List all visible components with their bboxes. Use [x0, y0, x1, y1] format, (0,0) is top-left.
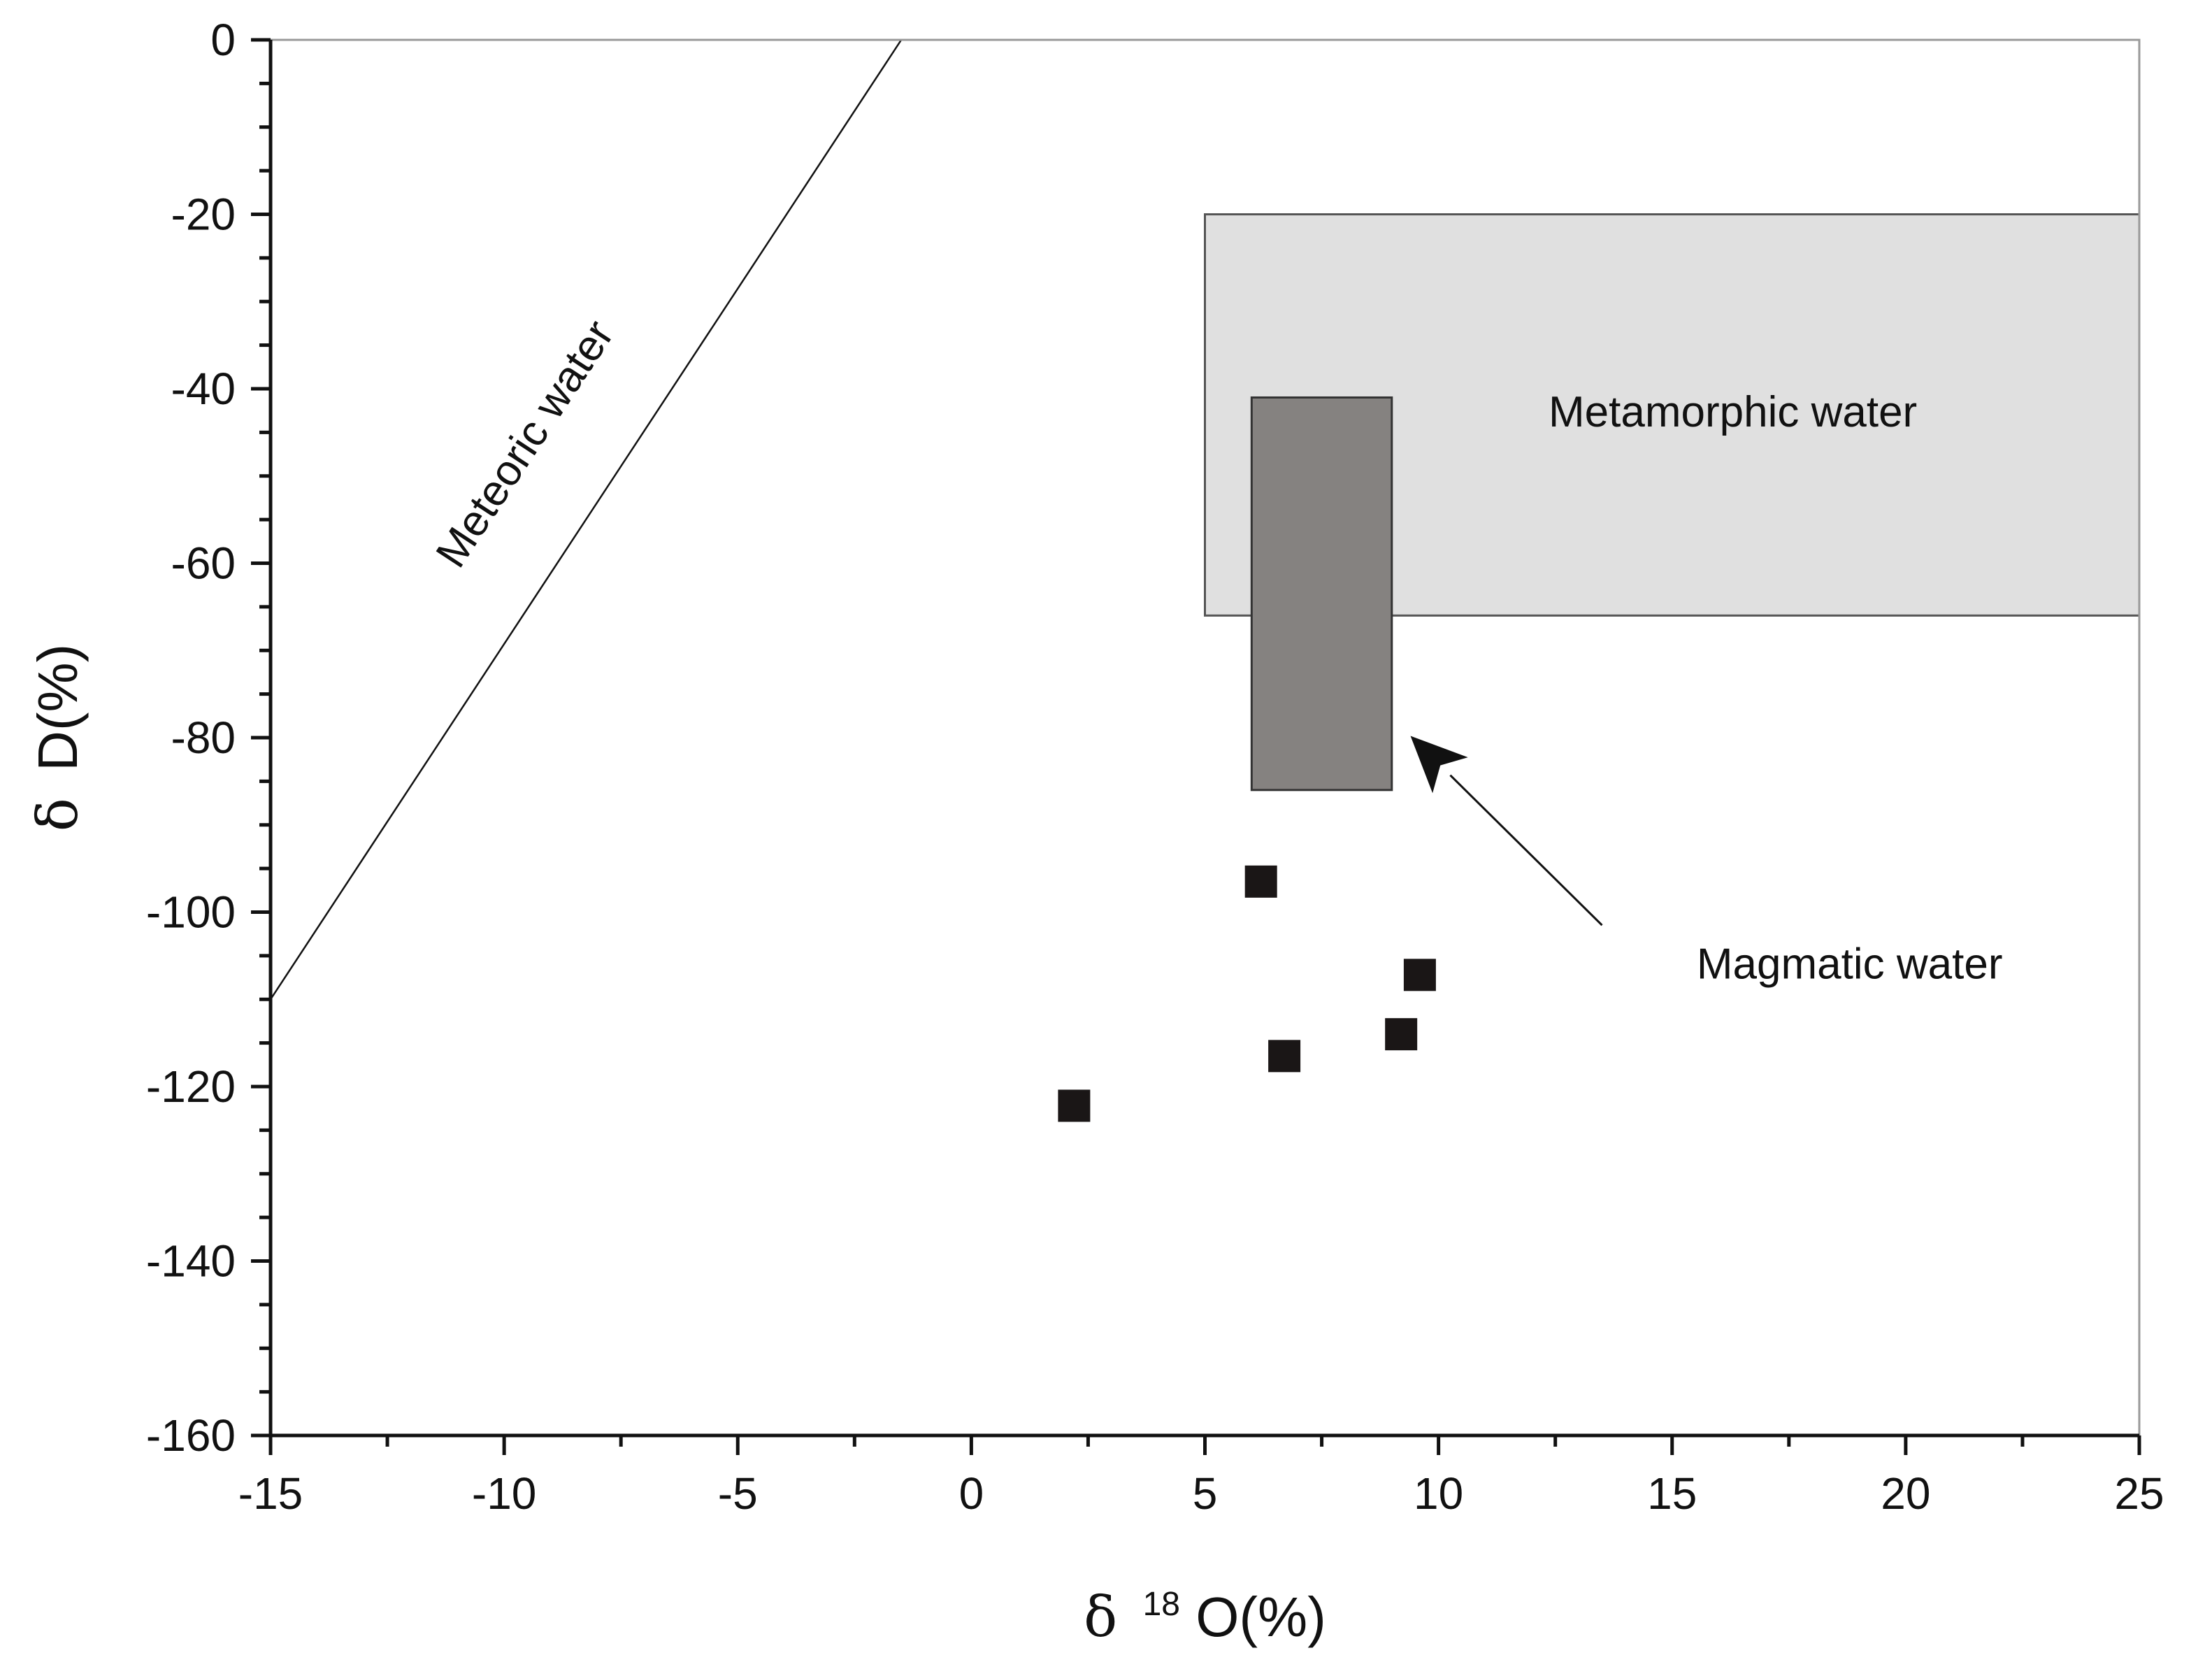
x-tick-label: 5	[1193, 1468, 1218, 1519]
x-axis-title: δ 18 O(%)	[1084, 1565, 1326, 1649]
x-axis-title-text: O(%)	[1195, 1586, 1326, 1648]
y-tick-label: -20	[171, 189, 236, 240]
y-tick-label: -100	[146, 887, 236, 938]
x-axis-title-symbol: δ	[1084, 1584, 1117, 1649]
x-tick-label: 0	[959, 1468, 984, 1519]
magmatic-water-region	[1250, 396, 1393, 792]
sample-point	[1385, 1018, 1418, 1051]
magmatic-water-label: Magmatic water	[1697, 940, 2003, 988]
y-tick-label: -160	[146, 1410, 236, 1461]
y-axis-title: δ D(%)	[25, 644, 90, 832]
x-axis-ticks: -15 -10 -5 0 5 10 15 20 25	[238, 1435, 2164, 1519]
y-axis-title-symbol: δ	[25, 798, 90, 831]
sample-point	[1058, 1089, 1091, 1122]
sample-points	[1058, 865, 1436, 1122]
x-tick-label: 25	[2114, 1468, 2164, 1519]
y-tick-label: -140	[146, 1236, 236, 1287]
y-tick-label: -120	[146, 1061, 236, 1112]
x-tick-label: -10	[472, 1468, 537, 1519]
x-tick-label: -15	[238, 1468, 303, 1519]
x-tick-label: 20	[1881, 1468, 1930, 1519]
x-tick-label: 10	[1414, 1468, 1463, 1519]
metamorphic-water-label: Metamorphic water	[1549, 388, 1917, 436]
y-axis-ticks: 0 -20 -40 -60 -80 -100 -120 -140 -160	[146, 15, 271, 1461]
x-axis-title-superscript: 18	[1143, 1586, 1180, 1623]
y-tick-label: -60	[171, 538, 236, 589]
y-axis-title-text: D(%)	[27, 644, 89, 771]
sample-point	[1244, 865, 1277, 898]
x-tick-label: 15	[1647, 1468, 1697, 1519]
magmatic-arrow-shaft	[1449, 774, 1603, 926]
x-tick-label: -5	[718, 1468, 758, 1519]
y-tick-label: -80	[171, 712, 236, 763]
sample-point	[1403, 959, 1436, 991]
magmatic-arrow-head	[1410, 736, 1468, 794]
meteoric-water-line	[269, 39, 903, 1000]
y-tick-label: 0	[210, 15, 236, 65]
y-tick-label: -40	[171, 364, 236, 414]
sample-point	[1268, 1040, 1301, 1073]
